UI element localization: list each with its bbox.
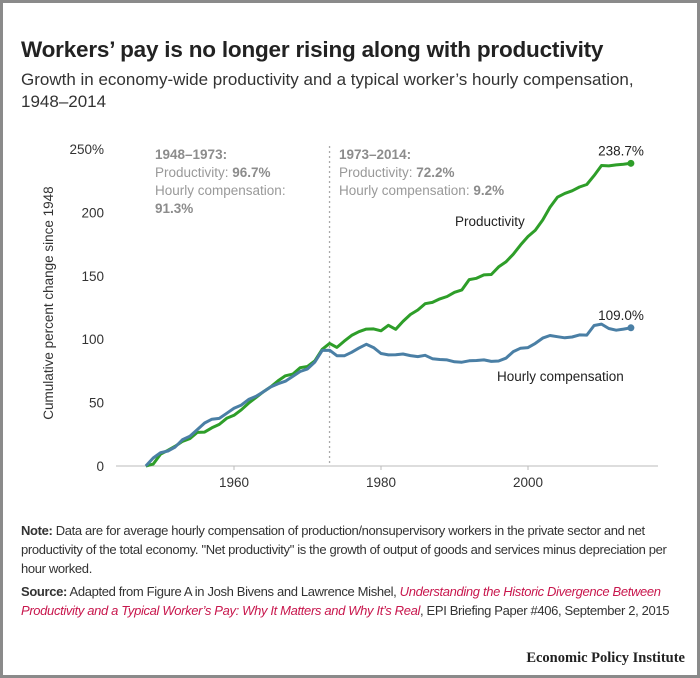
source-link[interactable]: Understanding the Historic Divergence Be… [21,584,661,618]
x-tick-label: 2000 [513,475,543,490]
x-tick-label: 1980 [366,475,396,490]
annotation-label: Hourly compensation: [339,183,474,198]
annotation-value: 91.3% [155,201,194,216]
x-tick-label: 1960 [219,475,249,490]
annotation-label: Productivity: [339,165,417,180]
epi-logo: Economic Policy Institute [526,650,685,666]
annotation-label: Hourly compensation: [155,183,286,198]
source-text: , EPI Briefing Paper #406, September 2, … [420,603,670,618]
annotation-1948-1973: 1948–1973: Productivity: 96.7% Hourly co… [155,146,286,218]
chart-note: Note: Data are for average hourly compen… [21,521,691,578]
end-value-label: 238.7% [598,143,644,158]
chart-source: Source: Adapted from Figure A in Josh Bi… [21,582,691,620]
chart-title: Workers’ pay is no longer rising along w… [21,37,604,62]
series-label-productivity: Productivity [455,214,525,229]
y-tick-label: 200 [81,205,104,220]
y-tick-label: 50 [89,396,104,411]
chart-subtitle: Growth in economy-wide productivity and … [21,70,634,111]
series-line-productivity [145,161,632,468]
annotation-value: 96.7% [232,165,271,180]
annotation-heading: 1948–1973: [155,147,228,162]
y-tick-label: 150 [81,269,104,284]
annotation-value: 9.2% [473,183,505,198]
note-label: Note: [21,523,53,538]
series-end-point [627,324,635,332]
annotation-heading: 1973–2014: [339,147,412,162]
series-end-point [627,159,635,167]
line-chart: 1960 1980 2000 0 50 100 150 200 250% Cumulative p… [41,142,658,490]
y-tick-label: 100 [81,332,104,347]
end-value-label: 109.0% [598,308,644,323]
y-tick-label: 250% [69,142,104,157]
series-label-compensation: Hourly compensation [497,369,624,384]
series-line-compensation [144,322,632,468]
annotation-1973-2014: 1973–2014: Productivity: 72.2% Hourly co… [339,146,504,200]
annotation-label: Productivity: [155,165,233,180]
source-label: Source: [21,584,67,599]
annotation-value: 72.2% [416,165,455,180]
note-text: Data are for average hourly compensation… [21,523,667,576]
source-text: Adapted from Figure A in Josh Bivens and… [66,584,400,599]
y-tick-label: 0 [96,459,104,474]
y-axis-label: Cumulative percent change since 1948 [41,186,56,419]
